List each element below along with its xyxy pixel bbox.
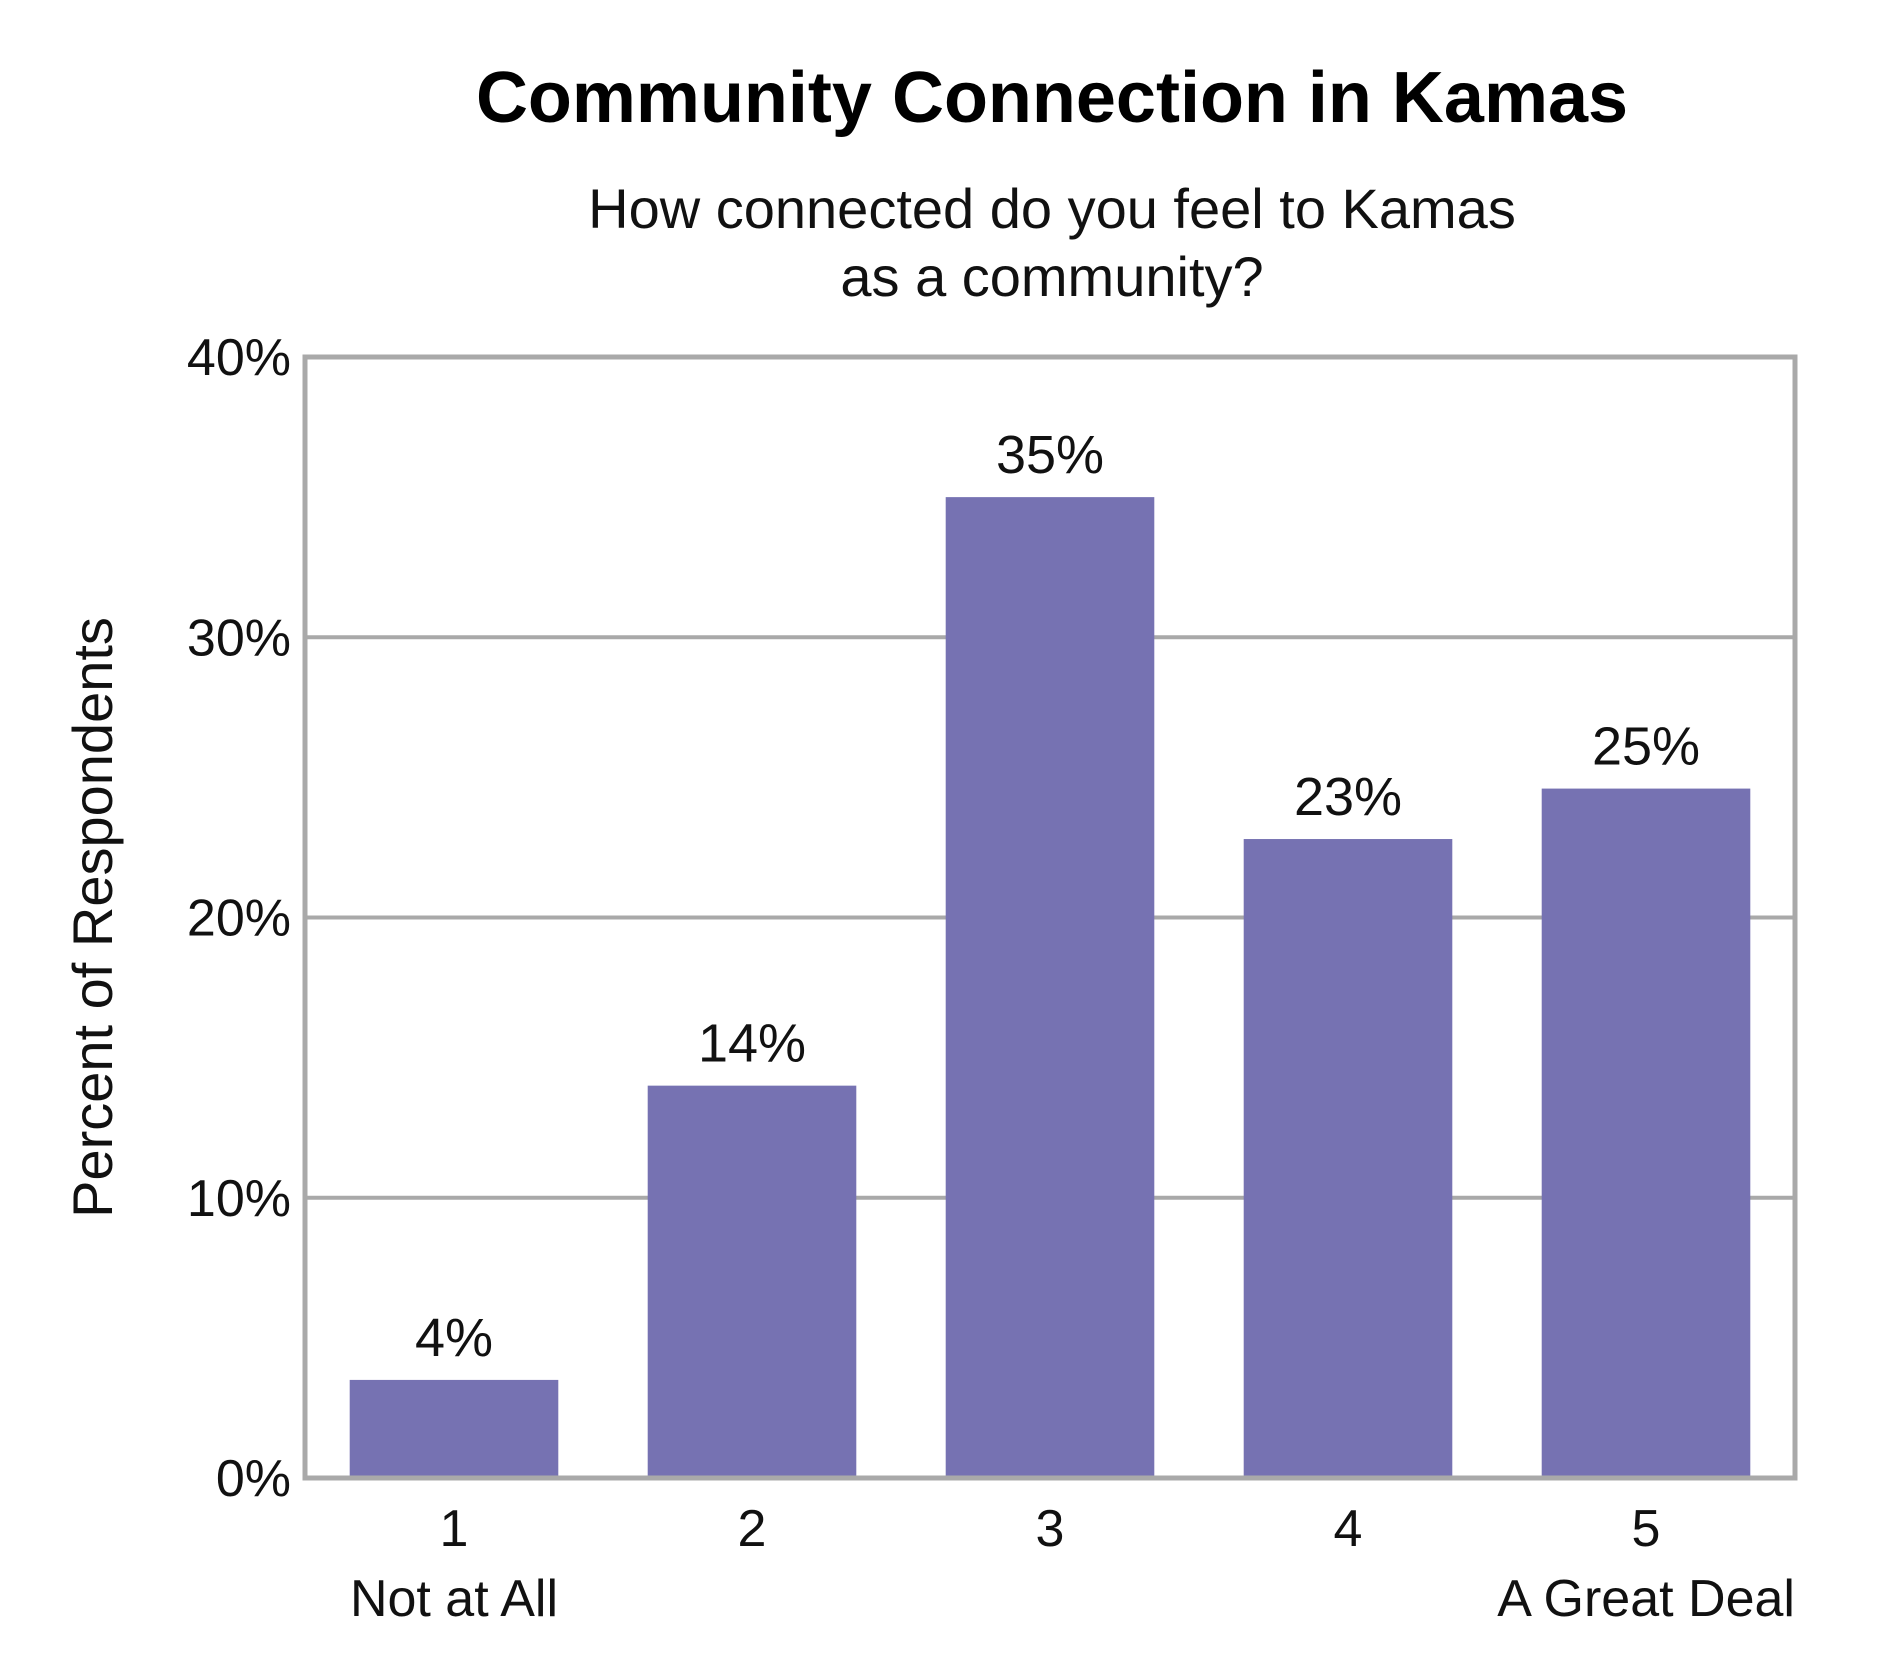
- bar-3: [945, 497, 1155, 1478]
- data-label-2: 14%: [698, 1014, 806, 1074]
- y-tick-label-4: 40%: [187, 329, 291, 387]
- data-labels: 4% 14% 35% 23% 25%: [415, 425, 1700, 1368]
- x-tick-label-2: 2: [738, 1500, 767, 1558]
- bar-4: [1243, 839, 1453, 1478]
- y-axis-label: Percent of Respondents: [61, 617, 124, 1218]
- bar-1: [349, 1379, 559, 1478]
- x-tick-sublabel-5: A Great Deal: [1497, 1570, 1795, 1628]
- chart-subtitle-line-1: How connected do you feel to Kamas: [588, 177, 1516, 240]
- x-tick-label-4: 4: [1334, 1500, 1363, 1558]
- x-tick-label-5: 5: [1632, 1500, 1661, 1558]
- y-tick-label-2: 20%: [187, 890, 291, 948]
- y-tick-label-0: 0%: [216, 1450, 291, 1508]
- y-axis-ticks: 0% 10% 20% 30% 40%: [187, 329, 291, 1508]
- data-label-1: 4%: [415, 1308, 493, 1368]
- data-label-5: 25%: [1592, 717, 1700, 777]
- plot-frame: [302, 354, 1798, 1481]
- chart-subtitle-line-2: as a community?: [840, 245, 1263, 308]
- y-tick-label-1: 10%: [187, 1170, 291, 1228]
- x-tick-label-3: 3: [1036, 1500, 1065, 1558]
- x-tick-label-1: 1: [440, 1500, 469, 1558]
- y-tick-label-3: 30%: [187, 609, 291, 667]
- bar-2: [647, 1085, 857, 1478]
- x-tick-sublabel-1: Not at All: [350, 1570, 558, 1628]
- bar-5: [1541, 788, 1751, 1478]
- data-label-3: 35%: [996, 425, 1104, 485]
- chart-title: Community Connection in Kamas: [476, 58, 1628, 138]
- x-axis-ticks: 1 Not at All 2 3 4 5 A Great Deal: [350, 1500, 1795, 1628]
- bars: [349, 497, 1751, 1478]
- data-label-4: 23%: [1294, 767, 1402, 827]
